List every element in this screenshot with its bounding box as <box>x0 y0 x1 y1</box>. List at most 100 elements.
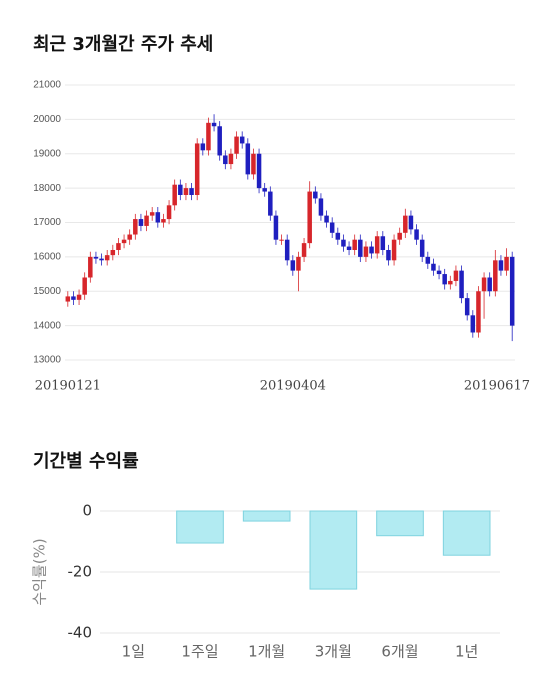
x-tick-label: 3개월 <box>315 643 352 661</box>
candle-body <box>234 136 239 154</box>
candle-body <box>110 250 116 256</box>
candle-body <box>307 191 312 244</box>
candle-body <box>487 277 492 292</box>
candle-body <box>324 215 329 223</box>
candle-body <box>166 205 172 220</box>
candle-body <box>341 239 346 247</box>
candle-body <box>268 191 273 216</box>
candle-body <box>301 243 307 257</box>
candle-body <box>448 280 453 285</box>
x-tick-label: 20190404 <box>260 379 326 394</box>
candle-body <box>352 239 357 250</box>
candle-body <box>284 239 290 261</box>
candle-body <box>149 212 155 216</box>
bar <box>176 510 224 544</box>
candle-body <box>211 122 217 127</box>
candle-body <box>138 219 144 226</box>
candle-body <box>121 239 127 244</box>
candle-body <box>256 153 262 189</box>
candle-body <box>335 232 341 240</box>
y-tick-label: 17000 <box>33 217 61 228</box>
candle-body <box>161 219 166 223</box>
candle-body <box>476 291 481 333</box>
candle-body <box>172 184 177 206</box>
candle-body <box>88 256 93 278</box>
candle-body <box>273 215 279 240</box>
candle-body <box>93 256 99 259</box>
candle-body <box>509 256 515 326</box>
candle-body <box>464 298 470 316</box>
candle-body <box>403 215 408 233</box>
x-tick-label: 1년 <box>455 643 478 661</box>
bar <box>376 510 424 537</box>
y-tick-label: 20000 <box>33 114 61 125</box>
candle-body <box>380 236 386 250</box>
y-tick-label: 15000 <box>33 286 61 297</box>
candle-body <box>453 270 459 281</box>
chart-title: 최근 3개월간 주가 추세 <box>33 34 213 55</box>
candle-body <box>363 246 369 257</box>
candle-body <box>290 260 296 271</box>
candle-body <box>358 239 363 257</box>
x-tick-label: 20190617 <box>464 379 530 394</box>
chart-title: 기간별 수익률 <box>33 451 139 472</box>
y-tick-label: 18000 <box>33 183 61 194</box>
candle-body <box>369 246 374 254</box>
candle-body <box>155 212 161 223</box>
candle-body <box>504 256 509 271</box>
candle-body <box>436 270 442 275</box>
candle-body <box>386 250 391 261</box>
candle-body <box>65 296 71 302</box>
candle-body <box>262 188 267 192</box>
candle-body <box>127 234 132 240</box>
x-tick-label: 6개월 <box>381 643 418 661</box>
candle-body <box>206 122 211 151</box>
bar <box>242 510 291 522</box>
candle-body <box>346 246 352 250</box>
candle-body <box>245 143 251 175</box>
candle-body <box>82 277 87 295</box>
candle-body <box>470 315 476 333</box>
bar <box>309 510 358 590</box>
y-tick-label: 13000 <box>33 355 61 366</box>
candle-body <box>493 260 498 292</box>
candle-body <box>408 215 414 230</box>
candle-body <box>116 243 121 250</box>
x-tick-label: 20190121 <box>35 379 101 394</box>
x-tick-label: 1주일 <box>181 643 218 661</box>
candle-body <box>313 191 318 199</box>
candle-body <box>71 296 76 300</box>
candle-body <box>329 222 335 233</box>
candle-body <box>459 270 464 299</box>
candle-body <box>431 263 436 271</box>
candle-body <box>391 239 397 261</box>
candle-body <box>223 155 228 165</box>
candle-body <box>318 198 324 216</box>
y-tick-label: 14000 <box>33 320 61 331</box>
candle-body <box>217 126 222 156</box>
x-tick-label: 1일 <box>122 643 145 661</box>
y-tick-label: 19000 <box>33 148 61 159</box>
candle-body <box>296 256 301 271</box>
candle-body <box>374 236 380 254</box>
candle-body <box>178 184 183 195</box>
candle-body <box>183 188 189 195</box>
y-tick-label: 16000 <box>33 252 61 263</box>
candle-body <box>144 215 149 226</box>
candle-body <box>104 255 110 261</box>
candle-body <box>76 294 82 300</box>
candle-body <box>419 239 425 257</box>
candle-body <box>279 239 284 241</box>
y-tick-label: -20 <box>68 563 93 581</box>
y-tick-label: 21000 <box>33 80 61 91</box>
candle-body <box>481 277 487 292</box>
candle-body <box>239 136 245 144</box>
x-tick-label: 1개월 <box>248 643 285 661</box>
candle-body <box>498 260 504 271</box>
candle-body <box>397 232 402 240</box>
candle-body <box>194 143 200 195</box>
candle-body <box>228 153 234 165</box>
candle-body <box>442 274 447 285</box>
